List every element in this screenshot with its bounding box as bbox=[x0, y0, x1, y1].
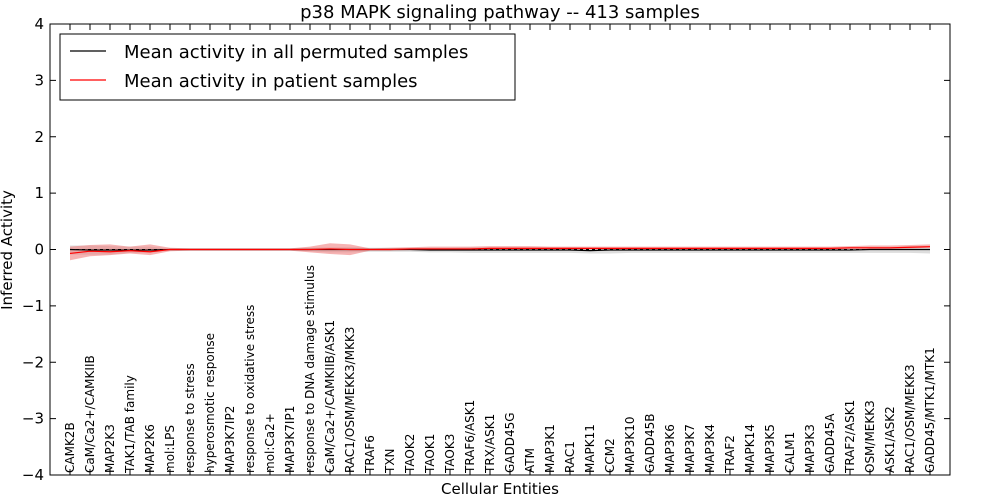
plot-frame bbox=[49, 23, 951, 476]
x-tick-label: MAP2K3 bbox=[103, 424, 117, 473]
series-lines bbox=[69, 246, 931, 255]
x-tick-label: GADD45A bbox=[823, 413, 837, 473]
x-tick-label: MAP3K7IP2 bbox=[223, 406, 237, 473]
x-tick-label: GADD45G bbox=[503, 412, 517, 473]
x-axis-label: Cellular Entities bbox=[441, 480, 559, 498]
x-axis-ticks: CAMK2B CaM/Ca2+/CAMKIIB MAP2K3 TAK1/TAB fam… bbox=[63, 24, 937, 475]
y-tick-label: −4 bbox=[22, 466, 44, 484]
x-tick-label: MAP3K5 bbox=[763, 424, 777, 473]
series-line-patient bbox=[69, 246, 931, 255]
x-tick-label: MAP3K7IP1 bbox=[283, 406, 297, 473]
x-tick-label: TRAF2 bbox=[723, 435, 737, 474]
x-tick-label: MAP3K1 bbox=[543, 424, 557, 473]
x-tick-label: ATM bbox=[523, 448, 537, 473]
x-tick-label: MAP3K3 bbox=[803, 424, 817, 473]
x-tick-label: RAC1/OSM/MEKK3 bbox=[903, 364, 917, 473]
x-tick-label: TRAF6 bbox=[363, 435, 377, 474]
x-tick-label: response to DNA damage stimulus bbox=[303, 265, 317, 473]
x-tick-label: MAP3K7 bbox=[683, 424, 697, 473]
x-tick-label: TRAF2/ASK1 bbox=[843, 400, 857, 474]
x-tick-label: response to stress bbox=[183, 363, 197, 473]
y-axis-label: Inferred Activity bbox=[0, 190, 16, 310]
x-tick-label: RAC1 bbox=[563, 441, 577, 473]
x-tick-label: hyperosmotic response bbox=[203, 333, 217, 473]
x-tick-label: TXN bbox=[383, 448, 397, 474]
x-tick-label: CAMK2B bbox=[63, 422, 77, 473]
x-tick-label: RAC1/OSM/MEKK3/MKK3 bbox=[343, 327, 357, 473]
legend-box bbox=[59, 33, 516, 101]
x-tick-label: MAP2K6 bbox=[143, 424, 157, 473]
x-tick-label: TAK1/TAB family bbox=[123, 375, 137, 474]
x-tick-label: mol:LPS bbox=[163, 425, 177, 473]
x-tick-label: GADD45B bbox=[643, 414, 657, 474]
x-tick-label: ASK1/ASK2 bbox=[883, 406, 897, 473]
y-tick-label: −1 bbox=[22, 297, 44, 315]
x-tick-label: response to oxidative stress bbox=[243, 305, 257, 473]
y-tick-label: −3 bbox=[22, 410, 44, 428]
y-tick-label: 4 bbox=[34, 15, 44, 33]
band-patient bbox=[70, 243, 930, 261]
x-tick-label: CaM/Ca2+/CAMKIIB bbox=[83, 355, 97, 473]
y-tick-label: 2 bbox=[34, 128, 44, 146]
x-tick-label: MAP3K10 bbox=[623, 416, 637, 473]
y-tick-label: 1 bbox=[34, 184, 44, 202]
x-tick-label: GADD45/MTK1/MTK1 bbox=[923, 347, 937, 473]
y-tick-label: 0 bbox=[34, 241, 44, 259]
y-tick-label: 3 bbox=[34, 71, 44, 89]
x-tick-label: CALM1 bbox=[783, 432, 797, 473]
x-tick-label: MAPK11 bbox=[583, 424, 597, 473]
y-tick-label: −2 bbox=[22, 353, 44, 371]
legend: Mean activity in all permuted samples Me… bbox=[59, 33, 516, 101]
x-tick-label: CaM/Ca2+/CAMKIIB/ASK1 bbox=[323, 320, 337, 473]
legend-label-permuted: Mean activity in all permuted samples bbox=[124, 42, 468, 63]
legend-label-patient: Mean activity in patient samples bbox=[124, 71, 418, 92]
x-tick-label: TRAF6/ASK1 bbox=[463, 400, 477, 474]
chart-title: p38 MAPK signaling pathway -- 413 sample… bbox=[300, 2, 700, 23]
x-tick-label: MAP3K6 bbox=[663, 424, 677, 473]
x-tick-label: MAP3K4 bbox=[703, 424, 717, 473]
x-tick-label: mol:Ca2+ bbox=[263, 413, 277, 473]
x-tick-label: MAPK14 bbox=[743, 424, 757, 473]
x-tick-label: TAOK2 bbox=[403, 434, 417, 474]
x-tick-label: TAOK3 bbox=[443, 434, 457, 474]
y-axis-ticks: −4 −3 −2 −1 0 1 2 3 4 bbox=[22, 15, 950, 484]
x-tick-label: CCM2 bbox=[603, 438, 617, 473]
x-tick-label: OSM/MEKK3 bbox=[863, 400, 877, 473]
x-tick-label: TAOK1 bbox=[423, 434, 437, 474]
x-tick-label: TRX/ASK1 bbox=[483, 414, 497, 474]
